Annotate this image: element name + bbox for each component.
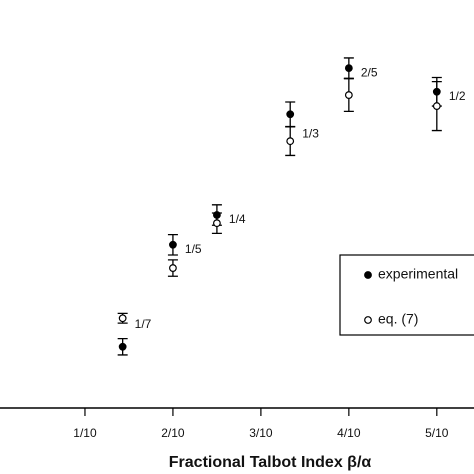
point bbox=[169, 264, 177, 272]
point-label: 1/3 bbox=[302, 126, 319, 140]
point-label: 1/5 bbox=[185, 242, 202, 256]
point-label: 1/4 bbox=[229, 212, 246, 226]
x-tick-label: 5/10 bbox=[425, 426, 449, 440]
x-tick-label: 4/10 bbox=[337, 426, 361, 440]
point bbox=[286, 137, 295, 146]
point bbox=[286, 110, 295, 119]
legend-marker bbox=[364, 271, 372, 279]
point-label: 1/2 bbox=[449, 89, 466, 103]
point-label: 2/5 bbox=[361, 65, 378, 79]
point bbox=[118, 342, 127, 351]
point bbox=[344, 64, 353, 73]
point bbox=[118, 314, 127, 323]
x-axis-title: Fractional Talbot Index β/α bbox=[169, 454, 372, 471]
x-tick-label: 3/10 bbox=[249, 426, 273, 440]
point bbox=[344, 91, 353, 99]
legend-label: eq. (7) bbox=[378, 311, 418, 327]
point-label: 1/7 bbox=[135, 317, 152, 331]
legend-label: experimental bbox=[378, 266, 458, 282]
x-tick-label: 1/10 bbox=[73, 426, 97, 440]
legend-marker bbox=[364, 316, 372, 324]
point bbox=[213, 219, 221, 228]
legend-box bbox=[339, 254, 474, 336]
point bbox=[169, 240, 177, 249]
point bbox=[432, 102, 441, 110]
x-tick-label: 2/10 bbox=[161, 426, 185, 440]
